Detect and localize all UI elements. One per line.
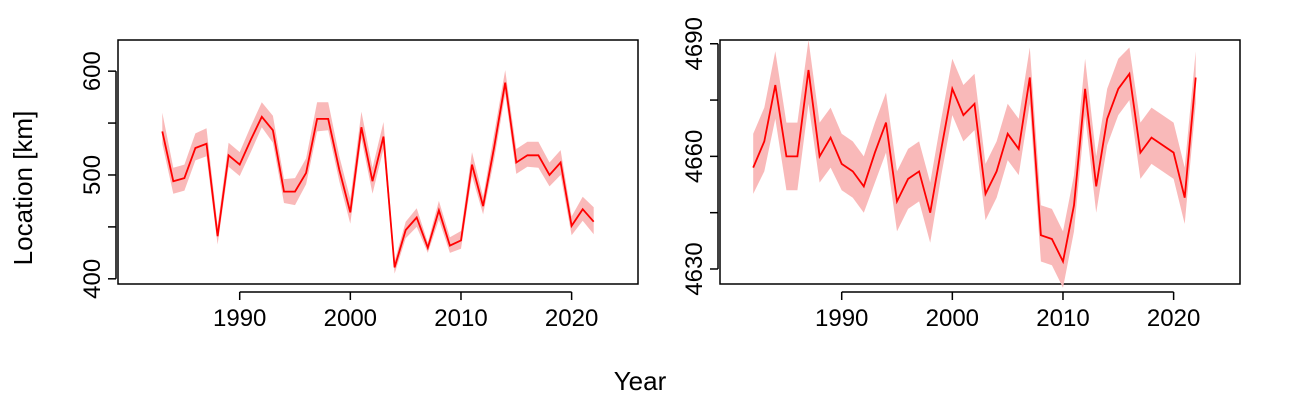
x-tick-label: 2020 xyxy=(545,305,598,332)
plot-frame xyxy=(719,39,1241,285)
x-tick-label: 2010 xyxy=(1036,305,1089,332)
x-tick-label: 2000 xyxy=(324,305,377,332)
x-tick-label: 1990 xyxy=(213,305,266,332)
y-tick-label: 500 xyxy=(79,155,106,195)
y-tick-label: 400 xyxy=(79,259,106,299)
y-axis-title: Location [km] xyxy=(8,111,38,266)
y-tick-label: 4690 xyxy=(681,17,708,70)
plot-frame xyxy=(117,39,639,285)
left-panel: 1990 2000 2010 2020 400 500 600 xyxy=(79,39,639,332)
series-line xyxy=(752,69,1197,265)
confidence-band xyxy=(753,40,1196,288)
confidence-band xyxy=(162,70,594,274)
x-axis-title: Year xyxy=(614,366,667,396)
x-tick-label: 2010 xyxy=(434,305,487,332)
y-tick-label: 4630 xyxy=(681,242,708,295)
x-tick-label: 1990 xyxy=(815,305,868,332)
right-panel: 1990 2000 2010 2020 4630 4660 4690 xyxy=(681,17,1241,332)
y-tick-label: 600 xyxy=(79,51,106,91)
y-tick-label: 4660 xyxy=(681,130,708,183)
x-tick-label: 2000 xyxy=(926,305,979,332)
series-line xyxy=(161,82,595,268)
x-tick-label: 2020 xyxy=(1147,305,1200,332)
